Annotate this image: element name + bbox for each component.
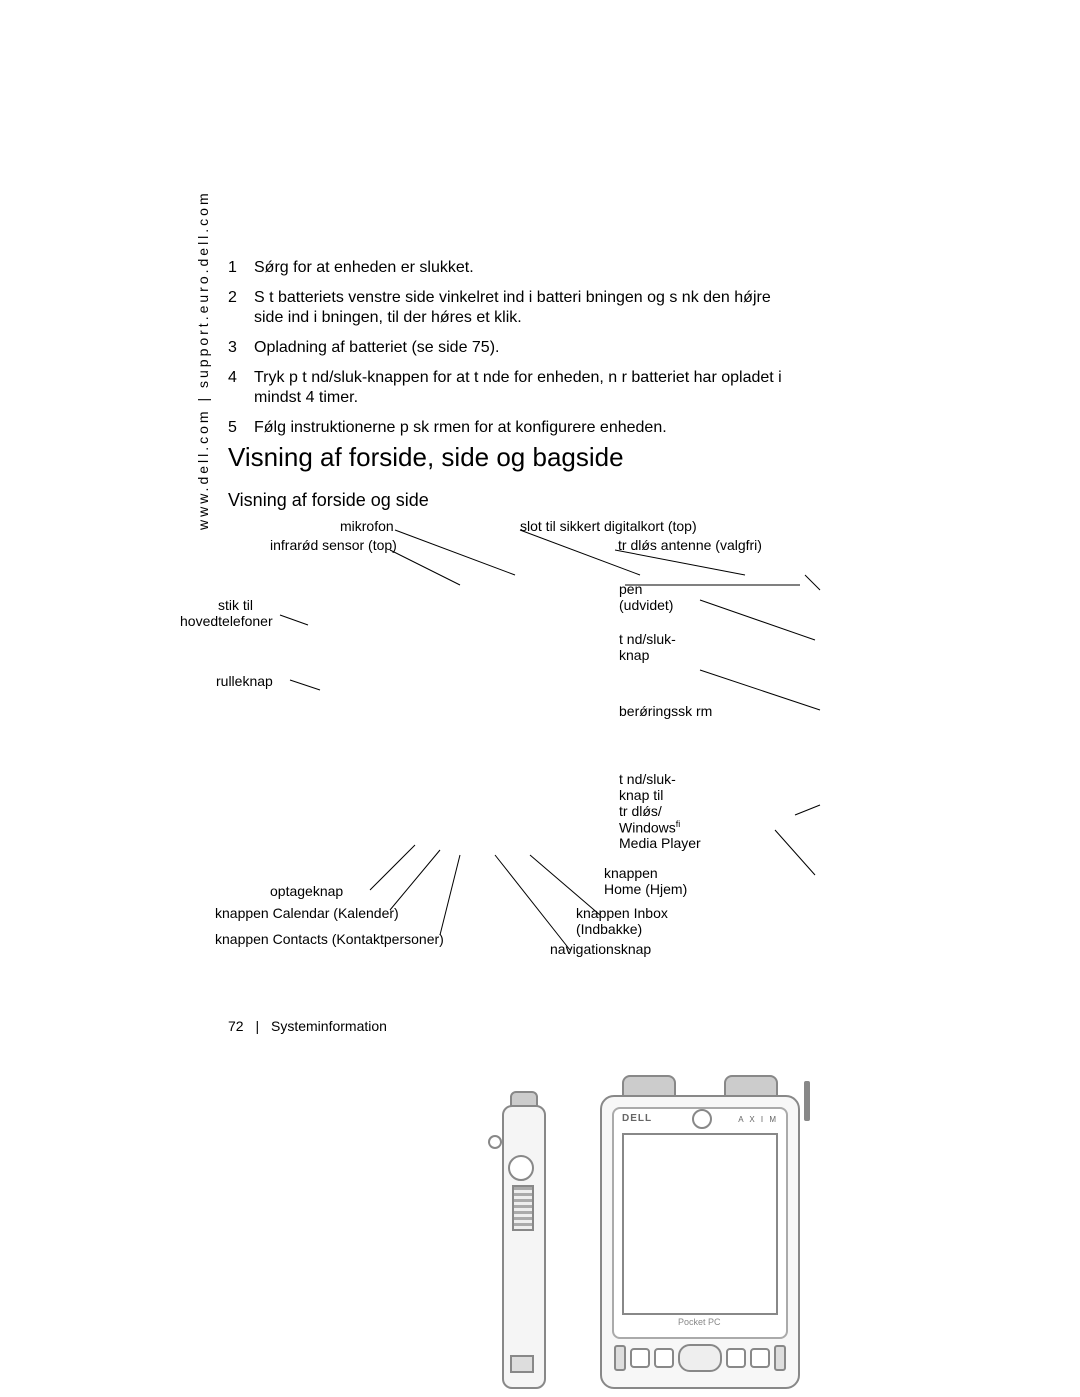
label-headphone-2: hovedtelefoner [180, 613, 273, 630]
page: www.dell.com | support.euro.dell.com 1 S… [0, 0, 1080, 1397]
list-text: Sǿrg for at enheden er slukket. [254, 258, 788, 278]
label-wmp-4: Windowsfi [619, 819, 680, 836]
label-wmp-2: knap til [619, 787, 663, 804]
device-diagram: DELL A X I M Pocket PC [200, 515, 840, 965]
label-power-2: knap [619, 647, 649, 664]
list-item: 2 S t batteriets venstre side vinkelret … [228, 288, 788, 328]
list-text: S t batteriets venstre side vinkelret in… [254, 288, 788, 328]
label-inbox-2: (Indbakke) [576, 921, 642, 938]
list-number: 1 [228, 258, 254, 278]
instruction-list: 1 Sǿrg for at enheden er slukket. 2 S t … [228, 258, 788, 448]
list-number: 4 [228, 368, 254, 408]
list-item: 1 Sǿrg for at enheden er slukket. [228, 258, 788, 278]
label-antenna: tr dlǿs antenne (valgfri) [618, 537, 762, 554]
side-view [492, 1085, 552, 1385]
page-subheading: Visning af forside og side [228, 490, 429, 511]
list-text: Opladning af batteriet (se side 75). [254, 338, 788, 358]
label-nav: navigationsknap [550, 941, 651, 958]
brand-logo: DELL [622, 1113, 652, 1124]
section-name: Systeminformation [271, 1018, 387, 1034]
button-row [614, 1341, 786, 1375]
inbox-button-icon [726, 1348, 746, 1368]
wmp-button-icon [774, 1345, 786, 1371]
label-pen-1: pen [619, 581, 642, 598]
label-calendar: knappen Calendar (Kalender) [215, 905, 399, 922]
touchscreen-icon [622, 1133, 778, 1315]
label-wmp-1: t nd/sluk- [619, 771, 676, 788]
label-wmp-3: tr dlǿs/ [619, 803, 662, 820]
list-text: Fǿlg instruktionerne p sk rmen for at ko… [254, 418, 788, 438]
label-scroll: rulleknap [216, 673, 273, 690]
page-number: 72 [228, 1018, 244, 1034]
label-home-1: knappen [604, 865, 658, 882]
record-button-icon [614, 1345, 626, 1371]
scroll-wheel-icon [512, 1185, 534, 1231]
calendar-button-icon [630, 1348, 650, 1368]
label-mikrofon: mikrofon [340, 518, 394, 535]
sidebar-url: www.dell.com | support.euro.dell.com [195, 190, 211, 530]
list-number: 3 [228, 338, 254, 358]
list-item: 3 Opladning af batteriet (se side 75). [228, 338, 788, 358]
power-button-icon [692, 1109, 712, 1129]
nav-button-icon [678, 1344, 722, 1372]
list-item: 4 Tryk p t nd/sluk-knappen for at t nde … [228, 368, 788, 408]
label-record: optageknap [270, 883, 343, 900]
superscript: fi [676, 819, 681, 829]
label-wmp-4-text: Windows [619, 820, 676, 836]
label-infrared-sensor: infrarǿd sensor (top) [270, 537, 397, 554]
footer-separator: | [255, 1018, 259, 1034]
label-headphone-1: stik til [218, 597, 253, 614]
home-button-icon [750, 1348, 770, 1368]
label-home-2: Home (Hjem) [604, 881, 687, 898]
stylus-icon [804, 1081, 810, 1121]
label-touchscreen: berǿringssk rm [619, 703, 712, 720]
label-pen-2: (udvidet) [619, 597, 673, 614]
model-label: A X I M [738, 1115, 778, 1124]
list-number: 5 [228, 418, 254, 438]
label-power-1: t nd/sluk- [619, 631, 676, 648]
contacts-button-icon [654, 1348, 674, 1368]
pocketpc-label: Pocket PC [678, 1317, 721, 1327]
list-item: 5 Fǿlg instruktionerne p sk rmen for at … [228, 418, 788, 438]
label-inbox-1: knappen Inbox [576, 905, 668, 922]
list-text: Tryk p t nd/sluk-knappen for at t nde fo… [254, 368, 788, 408]
page-footer: 72 | Systeminformation [228, 1018, 387, 1034]
side-card-icon [510, 1355, 534, 1373]
side-body [502, 1105, 546, 1389]
side-dot [508, 1155, 534, 1181]
headphone-jack-icon [488, 1135, 502, 1149]
label-contacts: knappen Contacts (Kontaktpersoner) [215, 931, 444, 948]
label-sd-slot: slot til sikkert digitalkort (top) [520, 518, 697, 535]
list-number: 2 [228, 288, 254, 328]
front-view: DELL A X I M Pocket PC [600, 1075, 800, 1385]
label-wmp-5: Media Player [619, 835, 701, 852]
page-heading: Visning af forside, side og bagside [228, 442, 624, 473]
